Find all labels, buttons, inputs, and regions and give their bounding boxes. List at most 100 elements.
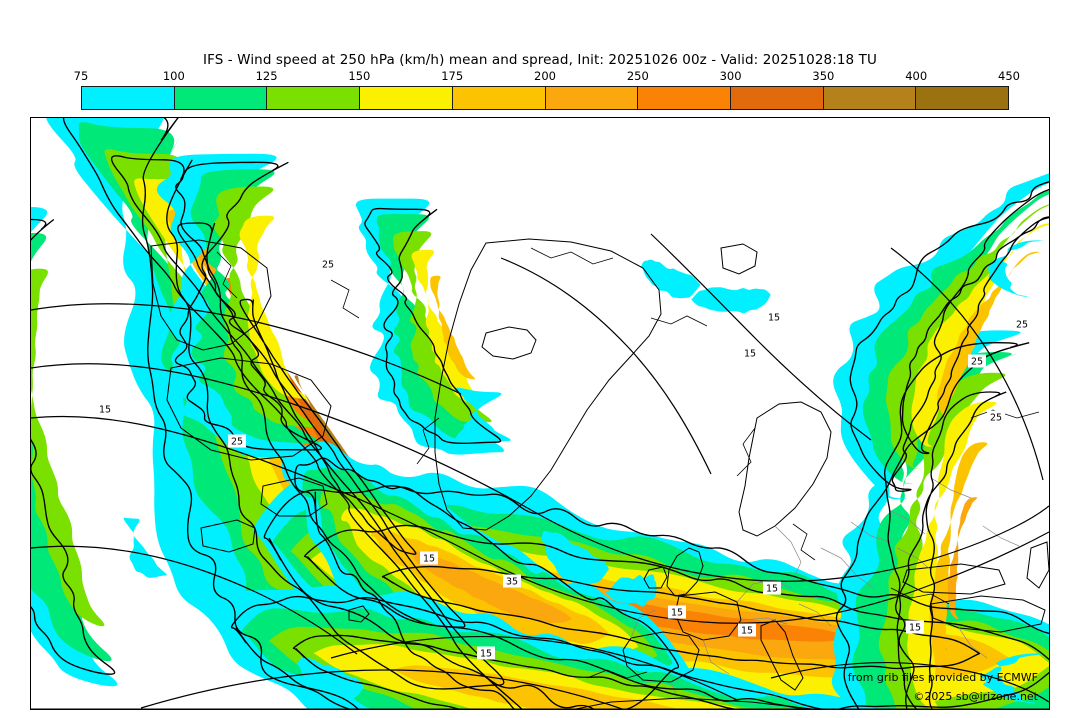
colorbar-tick-400: 400 <box>905 69 928 83</box>
spread-contour-3 <box>239 298 417 555</box>
contour-label-15-6: 15 <box>668 605 686 619</box>
svg-text:15: 15 <box>671 608 683 619</box>
svg-text:25: 25 <box>971 357 983 368</box>
fill-patch-cyan-10 <box>988 240 1048 297</box>
spread-contour-5 <box>304 524 1049 709</box>
spread-contour-14 <box>230 595 850 709</box>
colorbar-tick-75: 75 <box>73 69 89 83</box>
spread-contour-7 <box>835 342 1030 709</box>
contour-label-layer: 1515252515351515151515152525251525151515 <box>96 257 1031 660</box>
fill-patch-cyan-11 <box>981 653 1049 704</box>
colorbar-swatch-1 <box>174 87 268 109</box>
spread-contour-open-9 <box>31 545 358 655</box>
coastline-labrador <box>166 357 332 461</box>
fill-patch-cyan-7 <box>297 656 365 703</box>
coastline-detail-0 <box>530 247 614 265</box>
colorbar-tick-100: 100 <box>162 69 185 83</box>
coastline-detail-8 <box>586 669 648 679</box>
colorbar-tick-200: 200 <box>534 69 556 83</box>
colorbar-swatch-9 <box>916 87 1009 109</box>
credit-copyright: ©2025 sb@irizone.net <box>913 690 1038 703</box>
colorbar-tick-labels: 75 100 125 150 175 200 250 300 350 400 450 <box>74 69 1020 85</box>
spread-contour-open-5 <box>330 635 738 701</box>
border-6 <box>896 547 932 571</box>
fill-band-labrador-1 <box>376 214 499 440</box>
border-9 <box>798 603 832 627</box>
border-11 <box>888 509 926 535</box>
border-13 <box>982 525 1020 547</box>
spread-contour-open-6 <box>140 669 624 709</box>
fill-patch-cyan-8 <box>123 517 167 578</box>
colorbar <box>81 86 1009 110</box>
coastline-detail-1 <box>416 417 440 465</box>
contour-label-15-18: 15 <box>477 646 495 660</box>
fill-band-westatl-2 <box>31 268 105 627</box>
contour-label-25-2: 25 <box>319 257 337 271</box>
contour-label-15-4: 15 <box>420 551 438 565</box>
border-1 <box>740 617 788 625</box>
fill-band-baffin-0 <box>156 153 324 458</box>
coastline-svalbard <box>720 243 758 275</box>
spread-contour-9 <box>849 181 1049 492</box>
coastline-caspian <box>1026 541 1049 589</box>
coastline-blacksea <box>902 563 1006 595</box>
border-3 <box>702 639 730 675</box>
spread-contour-open-2 <box>31 303 462 395</box>
contour-label-15-9: 15 <box>765 310 783 324</box>
spread-contour-open-7 <box>770 661 1049 703</box>
spread-contour-6 <box>381 565 981 670</box>
border-5 <box>850 521 892 543</box>
fill-patch-cyan-0 <box>541 530 609 589</box>
svg-text:25: 25 <box>231 437 243 448</box>
contour-label-15-7: 15 <box>738 623 756 637</box>
svg-text:25: 25 <box>1016 320 1028 331</box>
colorbar-swatch-2 <box>267 87 361 109</box>
credit-source: from grib files provided by ECMWF <box>847 671 1038 684</box>
svg-text:15: 15 <box>480 649 492 660</box>
colorbar-swatch-6 <box>638 87 731 109</box>
fill-band-biscay-5 <box>409 551 572 623</box>
svg-text:25: 25 <box>990 413 1002 424</box>
map-plot: 1515252515351515151515152525251525151515 <box>31 118 1049 709</box>
spread-contour-11 <box>294 457 680 709</box>
coastline-detail-5 <box>792 523 816 561</box>
spread-contour-4 <box>263 485 1049 709</box>
fill-band-sahara-3 <box>313 644 743 709</box>
svg-text:15: 15 <box>744 349 756 360</box>
coastline-italy <box>760 619 804 691</box>
colorbar-swatches <box>81 86 1009 110</box>
contour-label-15-10: 15 <box>741 346 759 360</box>
svg-text:35: 35 <box>506 577 518 588</box>
coastline-newfoundland <box>260 477 328 517</box>
spread-contour-open-0 <box>31 363 1049 582</box>
spread-contour-10 <box>901 216 1049 455</box>
fill-band-labrador-4 <box>430 275 476 380</box>
colorbar-tick-350: 350 <box>812 69 835 83</box>
country-border-layer <box>630 477 1020 697</box>
colorbar-swatch-5 <box>545 87 639 109</box>
contour-label-25-14: 25 <box>1013 317 1031 331</box>
spread-contour-open-4 <box>650 233 872 441</box>
svg-text:25: 25 <box>322 260 334 271</box>
spread-contour-13 <box>364 207 502 444</box>
contour-label-15-11: 15 <box>906 620 924 634</box>
colorbar-tick-175: 175 <box>441 69 464 83</box>
svg-text:15: 15 <box>766 584 778 595</box>
coastline-scandinavia <box>738 401 832 537</box>
border-10 <box>630 609 656 639</box>
coastline-detail-3 <box>736 427 756 477</box>
colorbar-tick-450: 450 <box>998 69 1020 83</box>
coastline-detail-4 <box>216 251 238 299</box>
spread-contour-12 <box>174 161 322 451</box>
map-canvas[interactable]: 1515252515351515151515152525251525151515 <box>30 117 1050 710</box>
border-4 <box>820 547 874 589</box>
coastline-greenland <box>434 238 662 531</box>
contour-label-15-0: 15 <box>96 402 114 416</box>
colorbar-tick-150: 150 <box>348 69 371 83</box>
colorbar-swatch-7 <box>730 87 824 109</box>
fill-band-baffin-3 <box>239 215 308 399</box>
fill-patch-cyan-2 <box>641 259 701 299</box>
colorbar-swatch-4 <box>452 87 546 109</box>
svg-text:15: 15 <box>768 313 780 324</box>
colorbar-tick-125: 125 <box>255 69 278 83</box>
